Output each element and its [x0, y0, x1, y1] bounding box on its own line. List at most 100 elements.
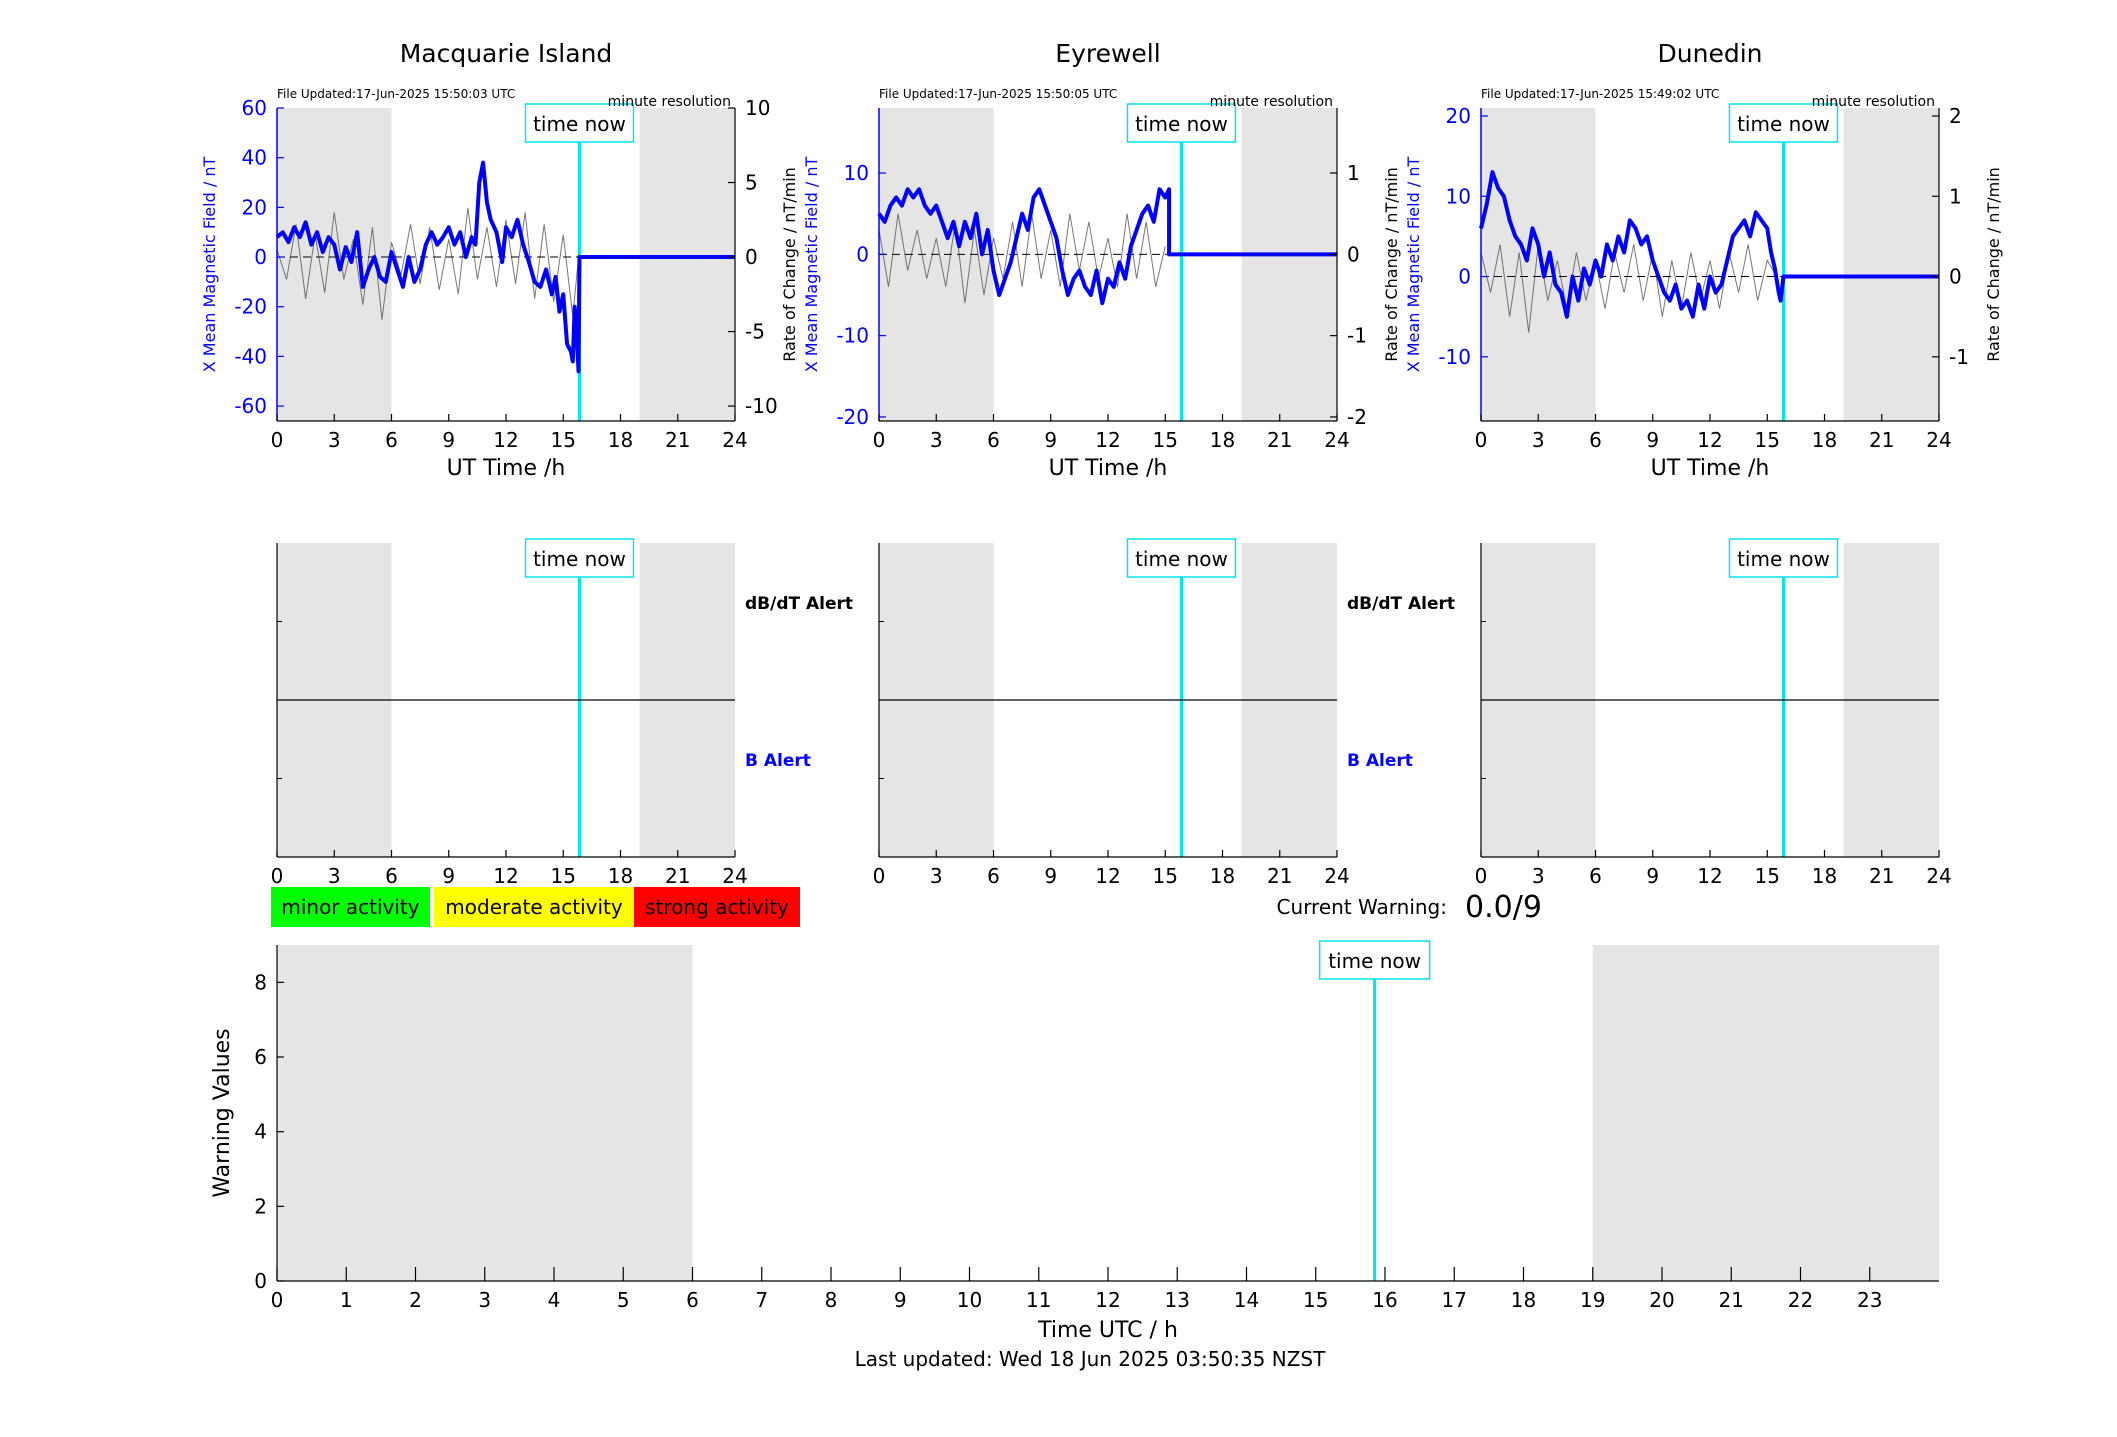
x-tick-label: 3	[328, 864, 341, 888]
y-axis-label: X Mean Magnetic Field / nT	[1404, 157, 1423, 373]
x-tick-label: 15	[1153, 864, 1178, 888]
db-dt-alert-label: dB/dT Alert	[1347, 594, 1455, 614]
x-tick-label: 18	[608, 428, 633, 452]
x-tick-label: 18	[1812, 428, 1837, 452]
x-tick-label: 0	[873, 428, 886, 452]
y-tick-label: 60	[242, 96, 267, 120]
legend-swatch	[434, 887, 634, 927]
time-now-label-box	[1126, 538, 1237, 578]
x-tick-label: 17	[1442, 1288, 1467, 1312]
x-tick-label: 24	[1324, 428, 1349, 452]
x-tick-label: 6	[385, 864, 398, 888]
x-tick-label: 15	[1755, 864, 1780, 888]
y2-tick-label: 5	[745, 171, 758, 195]
night-shade-band	[879, 108, 994, 421]
x-tick-label: 12	[1697, 864, 1722, 888]
x-tick-label: 12	[1095, 1288, 1120, 1312]
x-tick-label: 0	[271, 864, 284, 888]
x-tick-label: 16	[1372, 1288, 1397, 1312]
x-tick-label: 9	[1646, 428, 1659, 452]
y-tick-label: 0	[254, 1269, 267, 1293]
x-tick-label: 3	[930, 428, 943, 452]
time-now-label: time now	[533, 547, 626, 571]
y-tick-label: -10	[1438, 345, 1471, 369]
y2-axis-label: Rate of Change / nT/min	[1382, 167, 1401, 362]
x-tick-label: 21	[1267, 864, 1292, 888]
x-axis-label: UT Time /h	[1651, 456, 1770, 481]
legend-label: minor activity	[281, 895, 419, 919]
x-tick-label: 21	[1869, 428, 1894, 452]
y-tick-label: 20	[242, 195, 267, 219]
panel-0: 0 3 6 9 12 15 18 21 24 60 40 20 0 -20 -40 -60 10 5 0 -5 -10 t…	[200, 39, 799, 481]
y2-tick-label: -1	[1949, 345, 1969, 369]
time-now-label: time now	[1135, 112, 1228, 136]
time-now-label-box	[1728, 538, 1839, 578]
y-tick-label: -20	[836, 405, 869, 429]
x-tick-label: 11	[1026, 1288, 1051, 1312]
y2-tick-label: 1	[1949, 184, 1962, 208]
x-tick-label: 5	[617, 1288, 630, 1312]
x-tick-label: 9	[1646, 864, 1659, 888]
resolution-text: minute resolution	[1210, 94, 1333, 110]
x-tick-label: 18	[1210, 864, 1235, 888]
x-tick-label: 21	[1267, 428, 1292, 452]
x-tick-label: 3	[930, 864, 943, 888]
x-tick-label: 8	[825, 1288, 838, 1312]
time-now-label-box	[1728, 103, 1839, 143]
panel-5: 0 3 6 9 12 15 18 21 24 time now	[1475, 538, 1952, 888]
night-shade-band	[639, 108, 735, 421]
x-tick-label: 9	[1044, 428, 1057, 452]
time-now-label-box	[524, 103, 635, 143]
y2-tick-label: 2	[1949, 104, 1962, 128]
y2-tick-label: 0	[1347, 242, 1360, 266]
resolution-text: minute resolution	[1812, 94, 1935, 110]
resolution-text: minute resolution	[608, 94, 731, 110]
y-tick-label: 20	[1446, 104, 1471, 128]
x-tick-label: 24	[722, 428, 747, 452]
y-tick-label: -20	[234, 295, 267, 319]
x-tick-label: 12	[1095, 428, 1120, 452]
x-tick-label: 21	[1869, 864, 1894, 888]
x-tick-label: 15	[551, 428, 576, 452]
current-warning-value: 0.0/9	[1465, 890, 1542, 925]
x-tick-label: 21	[665, 428, 690, 452]
y-tick-label: -40	[234, 344, 267, 368]
panel-6: 0 1 2 3 4 5 6 7 8 9 10 11 12 13 14 15 16 17 18 19 20 21 22 2302…	[210, 887, 1939, 1343]
y2-tick-label: 1	[1347, 161, 1360, 185]
x-tick-label: 6	[1589, 428, 1602, 452]
x-tick-label: 24	[1926, 864, 1951, 888]
b-alert-label: B Alert	[1347, 751, 1413, 771]
x-axis-label: UT Time /h	[447, 456, 566, 481]
x-tick-label: 22	[1788, 1288, 1813, 1312]
x-tick-label: 14	[1234, 1288, 1259, 1312]
x-tick-label: 18	[1511, 1288, 1536, 1312]
x-tick-label: 3	[328, 428, 341, 452]
time-now-label-box	[1318, 940, 1431, 980]
y-tick-label: 4	[254, 1120, 267, 1144]
x-tick-label: 18	[608, 864, 633, 888]
x-tick-label: 9	[442, 864, 455, 888]
y-tick-label: 10	[844, 161, 869, 185]
x-tick-label: 0	[271, 1288, 284, 1312]
x-tick-label: 3	[1532, 864, 1545, 888]
y-tick-label: 0	[856, 242, 869, 266]
time-now-label: time now	[1737, 547, 1830, 571]
x-tick-label: 9	[894, 1288, 907, 1312]
file-updated-text: File Updated:17-Jun-2025 15:50:03 UTC	[277, 87, 515, 101]
x-tick-label: 12	[493, 428, 518, 452]
chart-title: Dunedin	[1658, 39, 1763, 68]
x-tick-label: 15	[1153, 428, 1178, 452]
file-updated-text: File Updated:17-Jun-2025 15:50:05 UTC	[879, 87, 1117, 101]
x-tick-label: 0	[1475, 428, 1488, 452]
y-tick-label: 2	[254, 1194, 267, 1218]
x-tick-label: 24	[722, 864, 747, 888]
x-tick-label: 23	[1857, 1288, 1882, 1312]
magnetic-field-series	[1479, 170, 1939, 319]
night-shade-band	[1241, 108, 1337, 421]
x-tick-label: 9	[1044, 864, 1057, 888]
magnetic-field-series	[275, 160, 735, 374]
x-tick-label: 21	[665, 864, 690, 888]
x-tick-label: 7	[755, 1288, 768, 1312]
night-shade-band	[277, 945, 693, 1281]
time-now-label: time now	[1135, 547, 1228, 571]
